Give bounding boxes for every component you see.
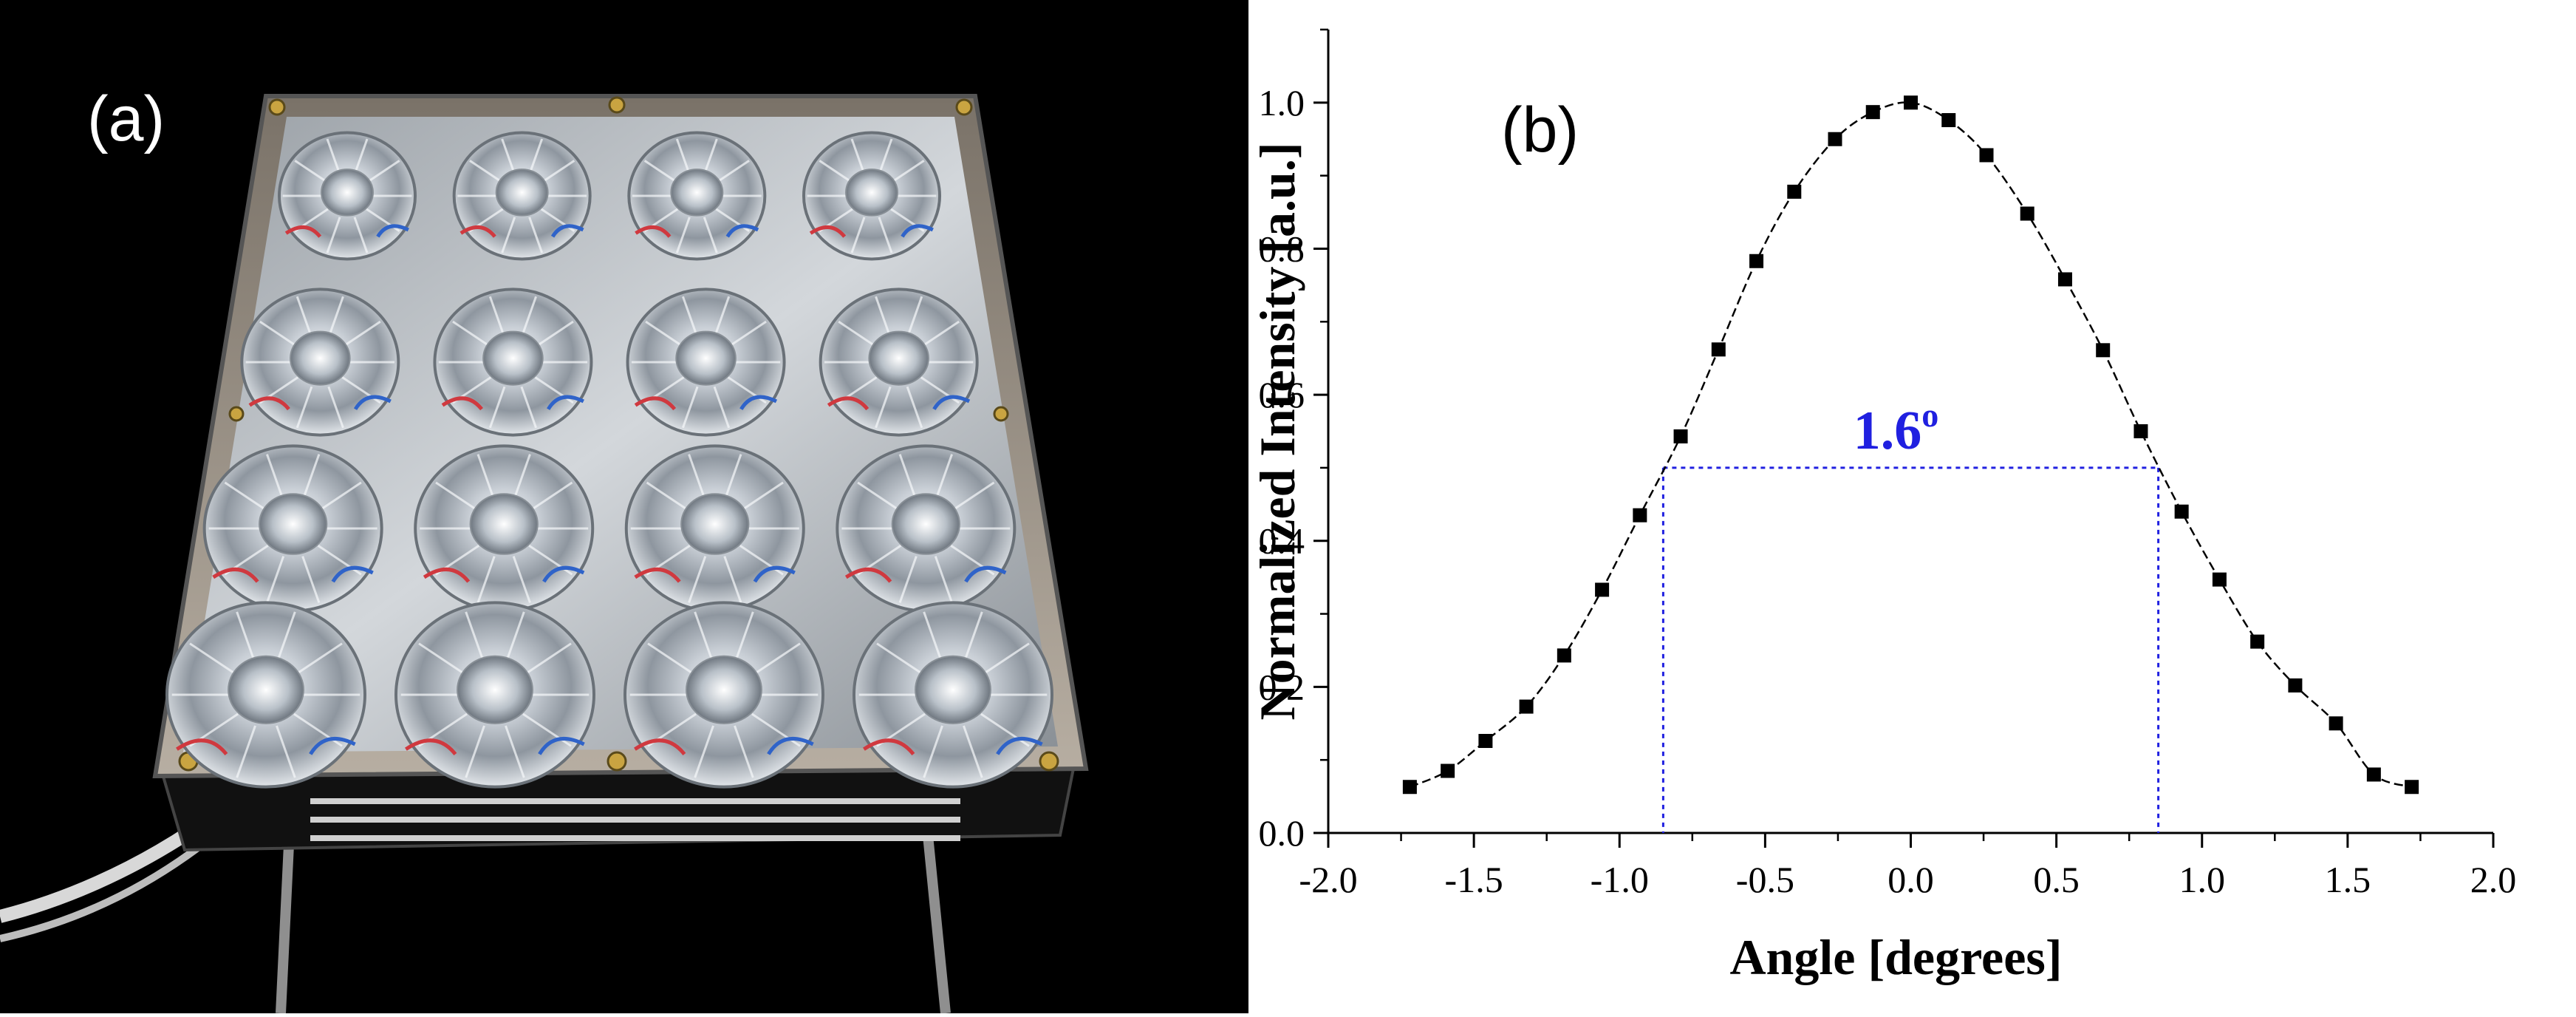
data-points <box>1402 95 2419 795</box>
x-tick-label: -1.5 <box>1445 859 1503 900</box>
x-tick-label: -0.5 <box>1736 859 1794 900</box>
x-tick-label: -1.0 <box>1591 859 1649 900</box>
reflector-lens <box>623 601 824 789</box>
reflector-lens <box>433 288 593 437</box>
reflector-lens <box>278 131 417 261</box>
reflector-lens <box>202 444 383 613</box>
data-point <box>2212 572 2227 587</box>
vent-slots <box>310 798 960 841</box>
reflector-lens <box>240 288 400 437</box>
y-tick-label: 1.0 <box>1259 82 1305 123</box>
data-point <box>2133 424 2148 438</box>
fwhm-annotation: 1.6o <box>1661 396 2160 833</box>
panel-label-a: (a) <box>87 84 165 154</box>
y-tick-label: 0.0 <box>1259 812 1305 854</box>
data-point <box>1519 699 1534 714</box>
photo-panel-a: (a) <box>0 0 1248 1014</box>
data-point <box>1979 148 1994 163</box>
lens-array <box>165 131 1053 789</box>
chart-panel-b: -2.0 -1.5 -1.0 -0.5 0.0 0.5 1.0 1.5 2.0 0.0 0.2 0.4… <box>1248 0 2576 1013</box>
reflector-lens <box>624 444 805 613</box>
y-tick-label: 0.8 <box>1259 228 1305 269</box>
x-tick-label: 0.5 <box>2033 859 2080 900</box>
data-point <box>1557 648 1571 663</box>
intensity-chart: -2.0 -1.5 -1.0 -0.5 0.0 0.5 1.0 1.5 2.0 0.0 0.2 0.4… <box>1249 28 2517 985</box>
series-connector-line <box>1409 101 2412 788</box>
fwhm-label: 1.6o <box>1854 396 1939 461</box>
reflector-lens <box>414 444 595 613</box>
reflector-lens <box>165 601 366 789</box>
data-point <box>2174 504 2189 519</box>
data-point <box>2329 716 2343 731</box>
data-point <box>2288 678 2303 693</box>
x-tick-label: -2.0 <box>1299 859 1357 900</box>
data-point <box>1865 105 1880 120</box>
led-array-photo: (a) <box>0 0 1248 1014</box>
reflector-lens <box>627 131 767 261</box>
x-tick-label: 1.0 <box>2179 859 2226 900</box>
panel-label-b: (b) <box>1501 95 1579 166</box>
data-point <box>2020 206 2035 221</box>
data-point <box>1711 342 1726 357</box>
x-axis-label: Angle [degrees] <box>1729 929 2062 985</box>
reflector-lens <box>394 601 595 789</box>
reflector-lens <box>836 444 1017 613</box>
y-axis-label: Normalized Intensity [a.u.] <box>1249 143 1305 721</box>
data-point <box>1633 508 1647 523</box>
data-point <box>1441 763 1455 778</box>
data-point <box>1787 184 1802 199</box>
data-point <box>2366 767 2381 782</box>
reflector-lens <box>802 131 941 261</box>
reflector-lens <box>819 288 979 437</box>
x-tick-label: 1.5 <box>2325 859 2371 900</box>
data-point <box>2405 780 2419 795</box>
reflector-lens <box>626 288 786 437</box>
y-tick-label: 0.4 <box>1259 520 1305 562</box>
reflector-lens <box>853 601 1053 789</box>
data-point <box>1904 95 1918 110</box>
chart-ticks: -2.0 -1.5 -1.0 -0.5 0.0 0.5 1.0 1.5 2.0 0.0 0.2 0.4… <box>1259 28 2517 900</box>
data-point <box>1402 780 1417 795</box>
data-point <box>1595 582 1610 597</box>
data-point <box>2096 343 2111 358</box>
data-point <box>1941 113 1956 128</box>
y-tick-label: 0.6 <box>1259 374 1305 415</box>
y-tick-label: 0.2 <box>1259 666 1305 707</box>
x-tick-label: 0.0 <box>1887 859 1934 900</box>
data-point <box>1673 429 1688 443</box>
data-point <box>1749 254 1764 268</box>
data-point <box>2250 634 2265 649</box>
data-point <box>1478 733 1493 748</box>
x-tick-label: 2.0 <box>2470 859 2517 900</box>
data-point <box>2057 272 2072 287</box>
data-point <box>1828 132 1842 146</box>
reflector-lens <box>452 131 592 261</box>
